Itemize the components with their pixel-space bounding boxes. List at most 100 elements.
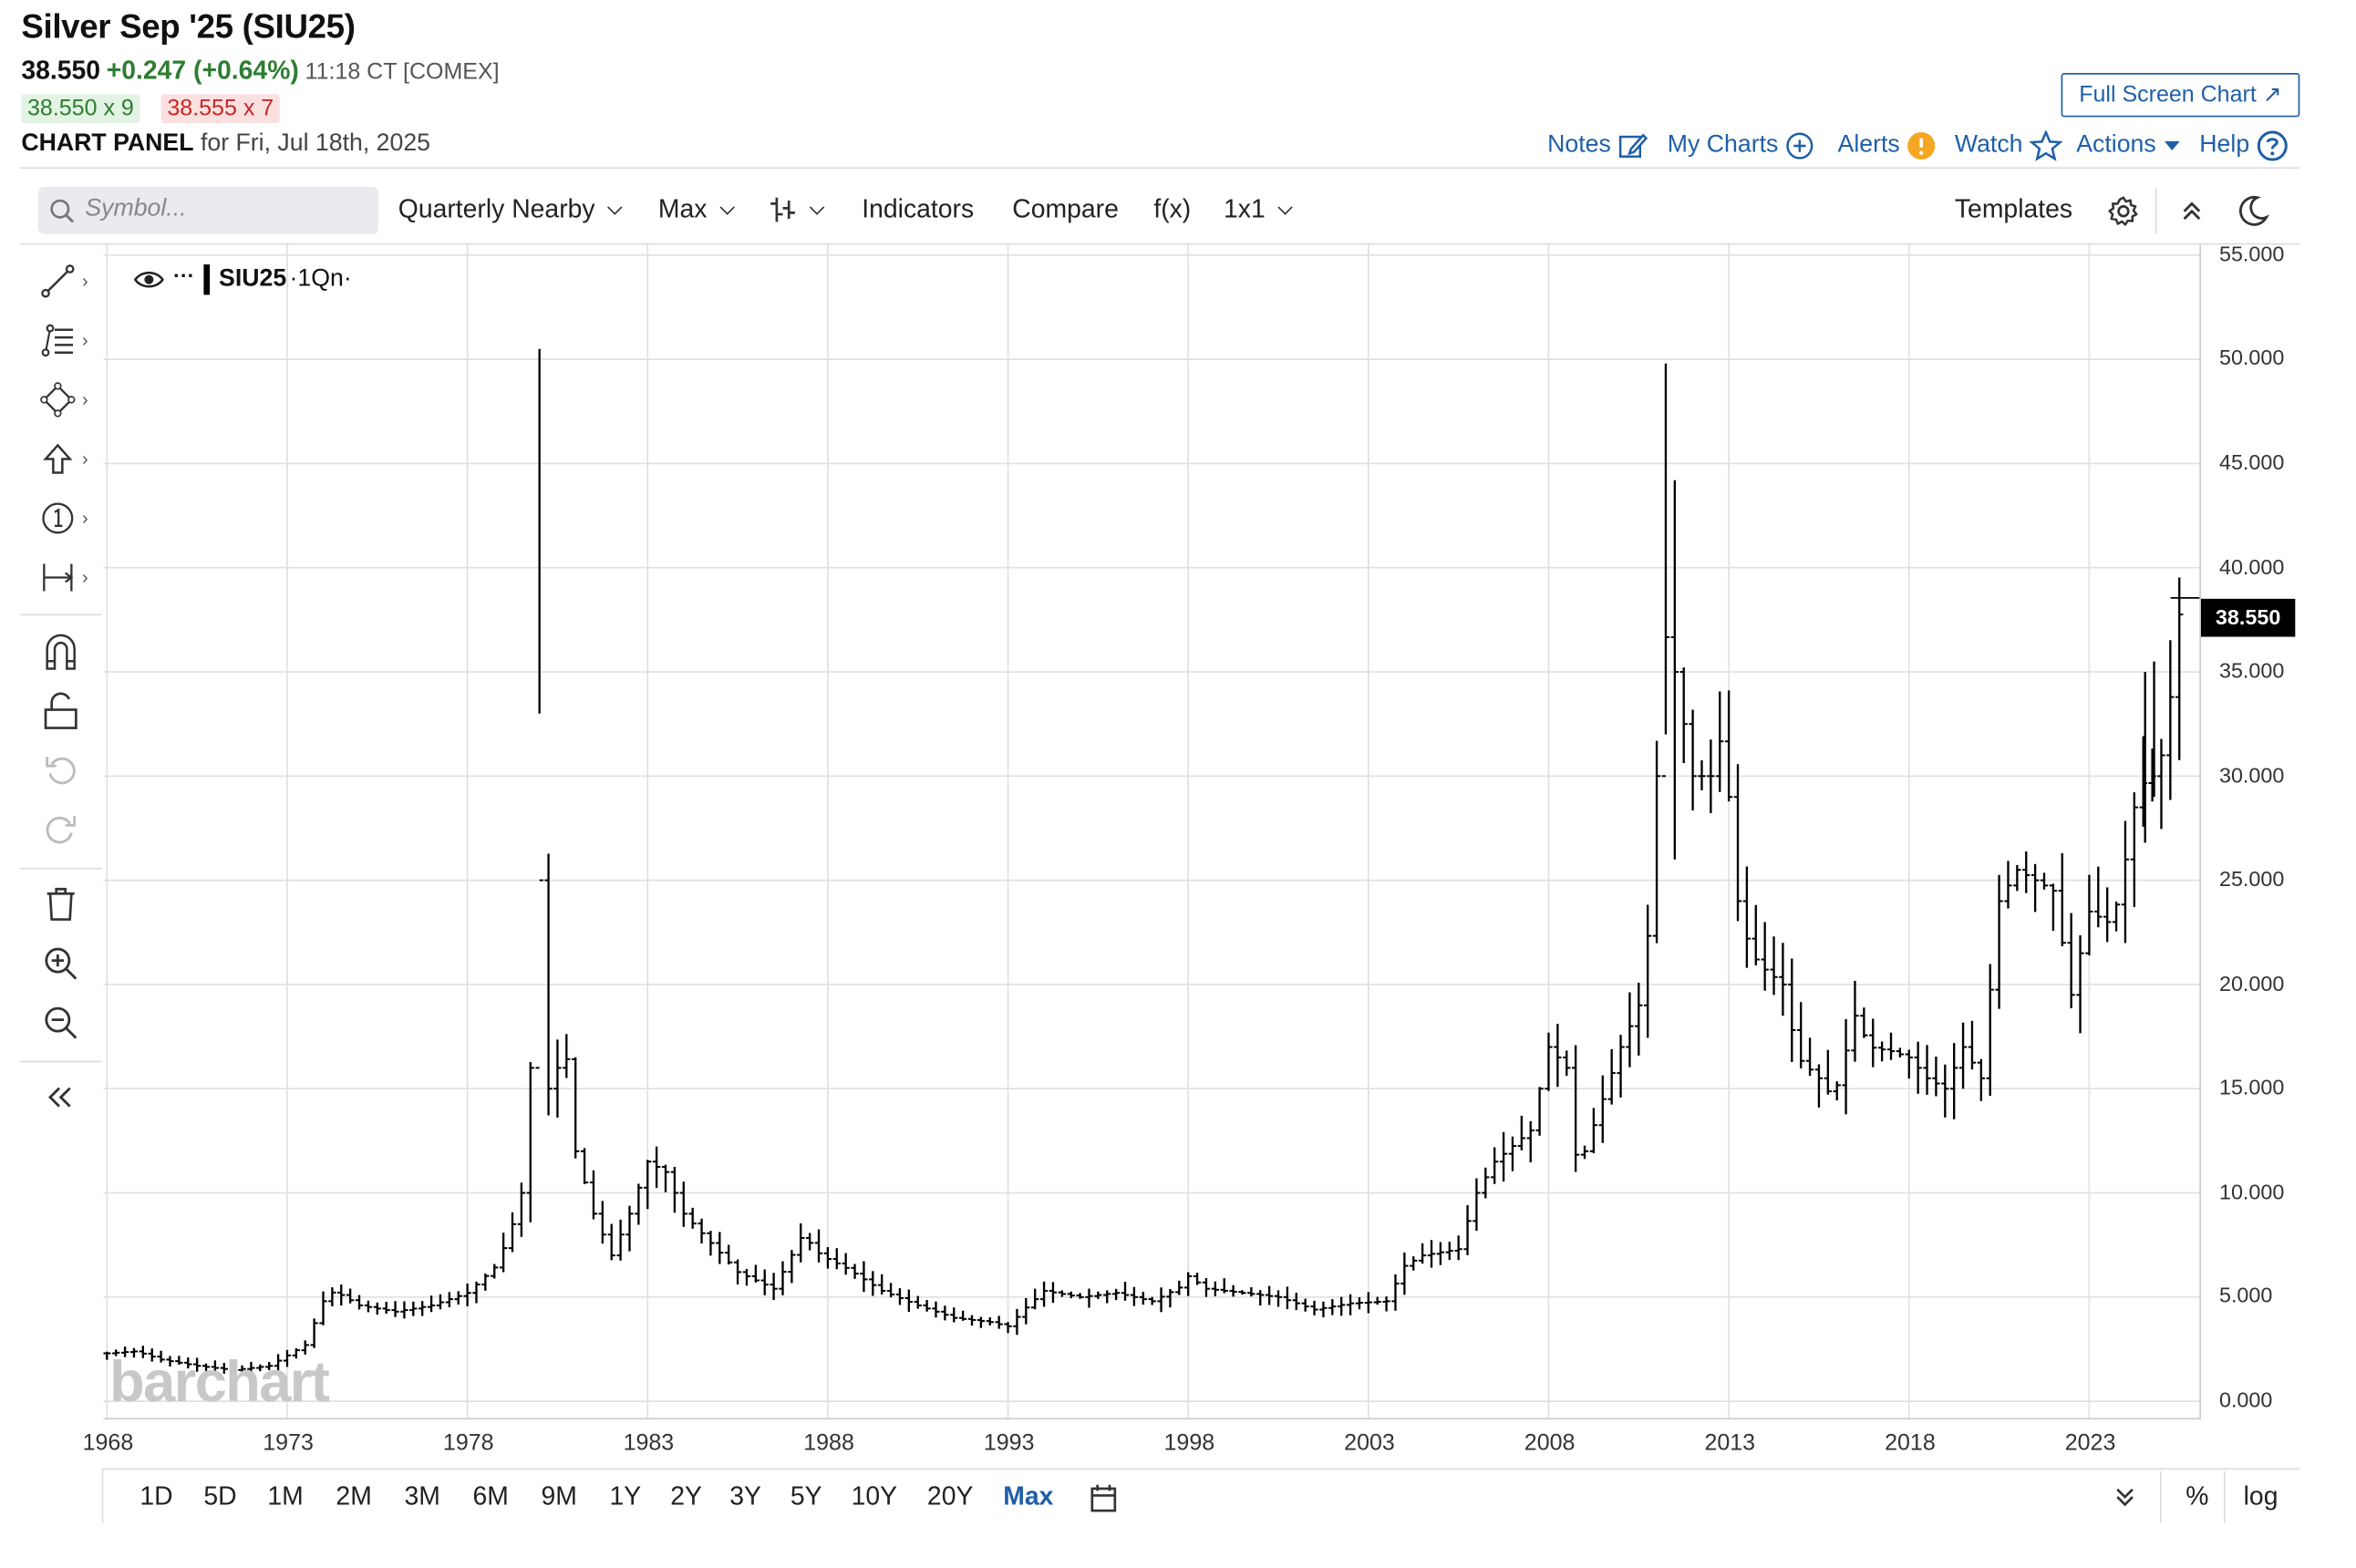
tools-divider xyxy=(19,614,102,616)
delete-button[interactable] xyxy=(43,886,79,930)
alerts-label: Alerts xyxy=(1837,132,1900,159)
ohlc-bar xyxy=(1617,1035,1625,1098)
date-picker-button[interactable] xyxy=(1090,1483,1117,1522)
chart-type-dropdown[interactable] xyxy=(770,194,825,224)
ohlc-bar xyxy=(751,1264,760,1283)
chart-bars xyxy=(103,348,2184,1377)
collapse-button[interactable] xyxy=(2178,198,2206,232)
range-button-9m[interactable]: 9M xyxy=(541,1481,577,1511)
ohlc-bar xyxy=(2166,640,2175,800)
percent-scale-button[interactable]: % xyxy=(2186,1481,2209,1511)
ohlc-bar xyxy=(1941,1064,1949,1118)
help-link[interactable]: Help xyxy=(2199,129,2289,163)
magnet-tool[interactable] xyxy=(43,633,79,680)
notes-link[interactable]: Notes xyxy=(1547,129,1648,163)
ohlc-bar xyxy=(1526,1120,1534,1162)
ohlc-bar xyxy=(625,1205,634,1252)
range-button-2y[interactable]: 2Y xyxy=(670,1481,702,1511)
range-button-6m[interactable]: 6M xyxy=(472,1481,509,1511)
range-button-1y[interactable]: 1Y xyxy=(609,1481,642,1511)
range-button-5d[interactable]: 5D xyxy=(203,1481,237,1511)
ohlc-bar xyxy=(1977,1058,1986,1101)
eye-icon[interactable] xyxy=(133,269,164,290)
ohlc-bar xyxy=(1545,1032,1553,1091)
ohlc-bar xyxy=(427,1295,436,1313)
ohlc-bar xyxy=(418,1301,427,1316)
watch-label: Watch xyxy=(1954,132,2023,159)
period-dropdown[interactable]: Quarterly Nearby xyxy=(398,194,624,224)
collapse-tools-button[interactable] xyxy=(46,1082,76,1120)
range-button-1d[interactable]: 1D xyxy=(140,1481,173,1511)
zoom-out-button[interactable] xyxy=(43,1005,79,1048)
ohlc-bar xyxy=(1626,992,1634,1068)
compare-button[interactable]: Compare xyxy=(1012,194,1119,224)
unlock-icon xyxy=(44,692,78,729)
x-tick-label: 2013 xyxy=(1704,1429,1756,1457)
more-options-icon[interactable]: ··· xyxy=(173,263,195,288)
range-button-10y[interactable]: 10Y xyxy=(851,1481,898,1511)
ohlc-bar xyxy=(1211,1281,1220,1296)
zoom-in-button[interactable] xyxy=(43,945,79,989)
last-price-tag: 38.550 xyxy=(2200,598,2296,637)
indicators-button[interactable]: Indicators xyxy=(862,194,975,224)
function-button[interactable]: f(x) xyxy=(1153,194,1192,224)
ohlc-bar xyxy=(1463,1205,1472,1255)
ohlc-bar xyxy=(1670,480,1679,860)
lock-tool[interactable] xyxy=(43,692,79,739)
price-chart[interactable] xyxy=(103,244,2201,1418)
range-button-max[interactable]: Max xyxy=(1003,1481,1054,1511)
range-button-1m[interactable]: 1M xyxy=(267,1481,304,1511)
ohlc-bar xyxy=(788,1250,796,1284)
range-button-5y[interactable]: 5Y xyxy=(790,1481,822,1511)
expand-bottom-button[interactable] xyxy=(2113,1485,2137,1517)
ohlc-bar xyxy=(1139,1291,1147,1305)
range-button-2m[interactable]: 2M xyxy=(336,1481,372,1511)
layout-dropdown[interactable]: 1x1 xyxy=(1224,194,1294,224)
range-button-3m[interactable]: 3M xyxy=(404,1481,440,1511)
ohlc-bar xyxy=(256,1364,264,1372)
undo-button[interactable] xyxy=(43,751,79,795)
fibonacci-tool[interactable]: › xyxy=(39,319,100,362)
ohlc-bar xyxy=(2013,864,2021,892)
ohlc-bar xyxy=(382,1302,390,1315)
my-charts-link[interactable]: My Charts xyxy=(1668,129,1815,163)
actions-menu[interactable]: Actions xyxy=(2076,129,2183,163)
ohlc-bar xyxy=(526,1061,534,1222)
full-screen-chart-button[interactable]: Full Screen Chart ↗ xyxy=(2061,73,2300,118)
y-tick-label: 50.000 xyxy=(2218,346,2285,370)
templates-button[interactable]: Templates xyxy=(1954,194,2073,224)
ohlc-bar xyxy=(886,1283,895,1298)
alerts-link[interactable]: Alerts xyxy=(1838,129,1937,163)
ohlc-bar xyxy=(1373,1296,1381,1305)
log-scale-button[interactable]: log xyxy=(2243,1481,2278,1511)
redo-button[interactable] xyxy=(43,810,79,854)
settings-button[interactable] xyxy=(2107,194,2141,235)
y-tick-label: 35.000 xyxy=(2218,658,2285,683)
range-button-20y[interactable]: 20Y xyxy=(926,1481,974,1511)
ohlc-bar xyxy=(698,1218,706,1244)
dark-mode-toggle[interactable] xyxy=(2236,194,2269,235)
ohlc-bar xyxy=(129,1347,139,1358)
ohlc-bar xyxy=(1058,1290,1067,1297)
range-dropdown[interactable]: Max xyxy=(658,194,736,224)
ohlc-bar xyxy=(1797,1002,1805,1068)
ohlc-bar xyxy=(1679,667,1688,764)
measure-tool[interactable]: › xyxy=(39,556,100,599)
trendline-tool[interactable]: › xyxy=(39,260,100,303)
ohlc-bar xyxy=(1175,1280,1183,1295)
fibonacci-icon xyxy=(41,324,74,357)
ohlc-bar xyxy=(1580,1145,1589,1160)
annotation-tool[interactable]: › xyxy=(39,497,100,540)
help-label: Help xyxy=(2199,132,2250,159)
range-button-3y[interactable]: 3Y xyxy=(729,1481,761,1511)
ohlc-bar xyxy=(1454,1235,1462,1261)
shapes-tool[interactable]: › xyxy=(39,378,100,421)
arrow-tool[interactable]: › xyxy=(39,438,100,480)
watch-link[interactable]: Watch xyxy=(1955,129,2062,163)
ohlc-bar xyxy=(517,1182,526,1237)
header-divider xyxy=(19,167,2300,170)
ohlc-bar xyxy=(904,1289,914,1313)
ohlc-bars-icon xyxy=(770,197,795,222)
ohlc-bar xyxy=(454,1291,462,1305)
symbol-search-input[interactable]: Symbol... xyxy=(37,187,379,234)
